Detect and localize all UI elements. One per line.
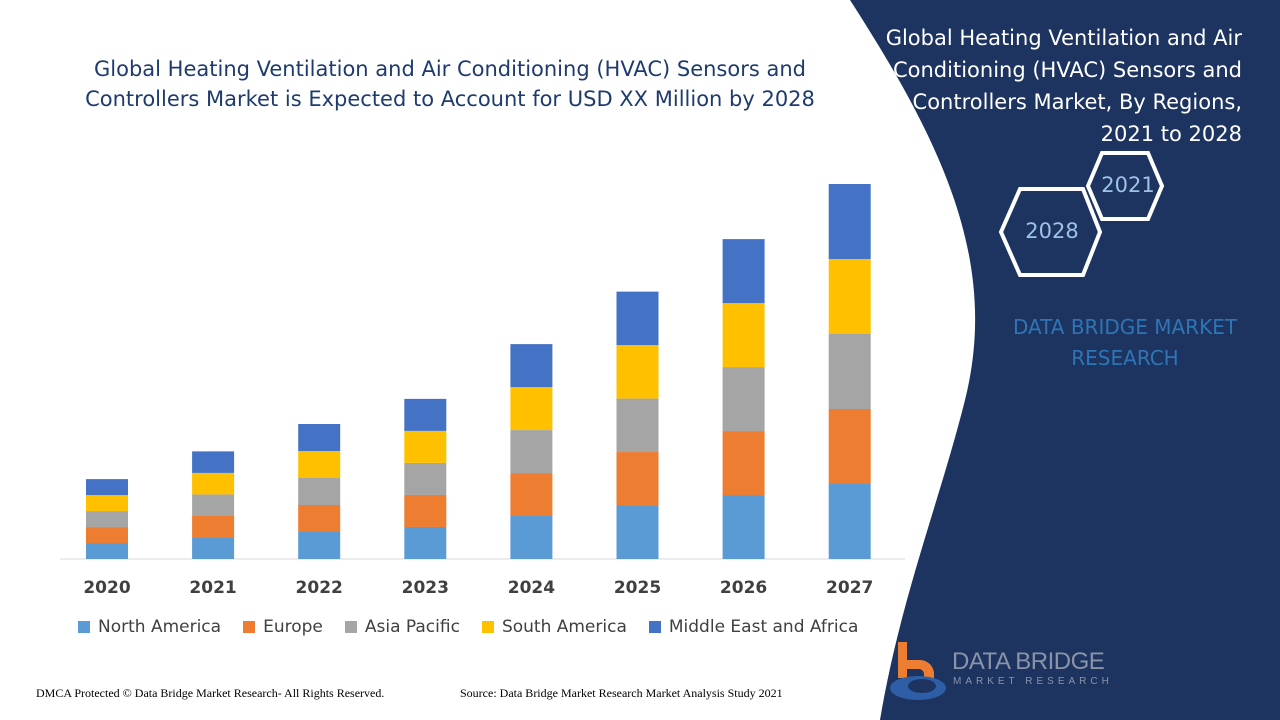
bar-2023-south-america <box>404 430 447 463</box>
side-panel <box>850 0 1280 720</box>
x-tick-label: 2021 <box>189 578 236 598</box>
bar-2021-europe <box>192 515 235 538</box>
x-tick-label: 2022 <box>296 578 343 598</box>
legend-swatch <box>78 621 90 633</box>
legend-label: South America <box>501 617 627 637</box>
legend-swatch <box>243 621 256 633</box>
bar-2020-south-america <box>86 495 128 512</box>
x-tick-label: 2027 <box>826 578 873 598</box>
bar-2021-middle-east-and-africa <box>192 451 235 473</box>
bar-2027-middle-east-and-africa <box>828 184 871 259</box>
legend-swatch <box>648 621 661 633</box>
hex-badge-2021: 2021 <box>1101 173 1155 197</box>
bar-2020-asia-pacific <box>86 511 128 528</box>
legend-item: Asia Pacific <box>344 617 460 637</box>
legend-item: North America <box>78 617 221 637</box>
hex-2028 <box>998 187 1103 277</box>
bar-2026-north-america <box>722 495 765 559</box>
bar-2024-europe <box>510 473 553 517</box>
logo-subtext: MARKET RESEARCH <box>953 676 1113 687</box>
chart-title: Global Heating Ventilation and Air Condi… <box>85 57 815 111</box>
bar-2025-middle-east-and-africa <box>616 291 659 346</box>
bar-2023-middle-east-and-africa <box>404 398 447 431</box>
x-tick-label: 2024 <box>508 578 555 598</box>
bar-2025-asia-pacific <box>616 398 659 453</box>
bar-2022-middle-east-and-africa <box>298 424 341 451</box>
bar-2023-europe <box>404 494 447 527</box>
bar-2024-south-america <box>510 387 553 431</box>
bar-2026-europe <box>722 431 765 496</box>
chart: 2020 2021 2022 2023 2024 2025 2026 2027 <box>60 184 905 598</box>
bar-2026-middle-east-and-africa <box>722 239 765 304</box>
bar-2021-north-america <box>192 537 235 559</box>
bar-2024-north-america <box>510 516 553 559</box>
bar-2022-south-america <box>298 451 341 478</box>
copyright-notice: DMCA Protected © Data Bridge Market Rese… <box>36 686 385 700</box>
bar-2026-south-america <box>722 303 765 368</box>
bar-2020-europe <box>86 527 128 544</box>
bar-2023-north-america <box>404 526 447 559</box>
bar-2025-north-america <box>616 505 659 559</box>
bar-2027-asia-pacific <box>828 334 871 409</box>
legend-label: Asia Pacific <box>364 617 460 637</box>
bar-2024-asia-pacific <box>510 430 553 474</box>
bar-2020-north-america <box>86 543 128 559</box>
hex-2021 <box>1085 151 1165 221</box>
legend-item: Middle East and Africa <box>648 617 859 637</box>
legend-swatch <box>481 621 494 633</box>
legend-item: South America <box>481 617 627 637</box>
bar-2021-south-america <box>192 472 235 495</box>
side-panel-title: Global Heating Ventilation and Air Condi… <box>885 26 1242 146</box>
brand-text: DATA BRIDGE MARKET RESEARCH <box>1012 315 1238 370</box>
bar-2026-asia-pacific <box>722 367 765 432</box>
x-tick-label: 2025 <box>614 578 661 598</box>
bar-2022-north-america <box>298 532 341 559</box>
legend-label: Middle East and Africa <box>668 617 859 637</box>
legend-label: North America <box>98 617 222 637</box>
bar-2025-south-america <box>616 345 659 399</box>
bar-2022-asia-pacific <box>298 478 341 505</box>
legend-item: Europe <box>243 617 323 637</box>
bar-2021-asia-pacific <box>192 494 235 516</box>
bar-2024-middle-east-and-africa <box>510 344 553 388</box>
hex-badge-2028: 2028 <box>1025 219 1079 243</box>
bar-2027-europe <box>828 409 871 484</box>
legend-swatch <box>344 621 357 633</box>
bar-2027-north-america <box>828 484 871 559</box>
bar-2022-europe <box>298 505 341 532</box>
x-tick-label: 2023 <box>402 578 449 598</box>
bar-2027-south-america <box>828 259 871 334</box>
source-note: Source: Data Bridge Market Research Mark… <box>460 686 783 700</box>
legend-label: Europe <box>263 617 323 637</box>
bar-2025-europe <box>616 452 659 506</box>
x-tick-label: 2026 <box>720 578 767 598</box>
data-bridge-logo-icon <box>890 642 946 700</box>
logo-text: DATA BRIDGE <box>952 648 1105 675</box>
bar-2020-middle-east-and-africa <box>86 479 128 496</box>
x-tick-label: 2020 <box>83 578 130 598</box>
bar-2023-asia-pacific <box>404 462 447 495</box>
legend: North America Europe Asia Pacific South … <box>78 617 880 637</box>
